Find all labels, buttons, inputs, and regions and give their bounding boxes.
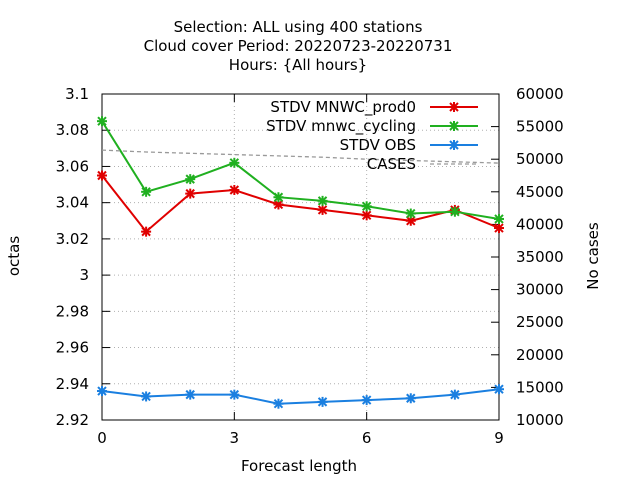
y-tick-label: 3.08 bbox=[56, 121, 89, 139]
y-tick-label: 2.98 bbox=[56, 302, 89, 320]
data-point-stdv-mnwc-cycling bbox=[494, 213, 504, 224]
y-tick-label: 2.96 bbox=[56, 339, 89, 357]
data-point-stdv-mnwc-prod0 bbox=[361, 210, 372, 221]
x-tick-label: 6 bbox=[362, 429, 372, 447]
chart-title-line: Selection: ALL using 400 stations bbox=[174, 18, 423, 36]
data-point-stdv-mnwc-prod0 bbox=[185, 188, 196, 199]
y2-tick-label: 10000 bbox=[516, 411, 564, 429]
data-point-stdv-obs bbox=[361, 395, 372, 406]
series-line-cases bbox=[101, 149, 500, 164]
y2-tick-label: 30000 bbox=[516, 281, 564, 299]
y-tick-label: 3.04 bbox=[56, 194, 89, 212]
y2-tick-label: 50000 bbox=[516, 150, 564, 168]
data-point-stdv-mnwc-cycling bbox=[361, 201, 372, 212]
data-point-stdv-obs bbox=[494, 384, 504, 395]
plot-frame bbox=[101, 93, 500, 421]
x-tick-label: 9 bbox=[494, 429, 504, 447]
y-tick-label: 2.94 bbox=[56, 375, 89, 393]
data-point-stdv-mnwc-cycling bbox=[141, 186, 152, 197]
legend-label-stdv-mnwc-prod0: STDV MNWC_prod0 bbox=[270, 98, 416, 117]
y-tick-label: 3.06 bbox=[56, 157, 89, 175]
data-point-stdv-mnwc-cycling bbox=[97, 116, 107, 127]
y2-tick-label: 35000 bbox=[516, 248, 564, 266]
y-tick-label: 3.02 bbox=[56, 230, 89, 248]
chart-title-line: Cloud cover Period: 20220723-20220731 bbox=[144, 37, 453, 55]
y-tick-label: 2.92 bbox=[56, 411, 89, 429]
data-point-stdv-mnwc-prod0 bbox=[141, 226, 152, 237]
data-point-stdv-mnwc-cycling bbox=[405, 208, 416, 219]
y2-tick-label: 25000 bbox=[516, 313, 564, 331]
y-tick-label: 3.1 bbox=[65, 85, 89, 103]
y2-tick-label: 15000 bbox=[516, 378, 564, 396]
data-point-stdv-mnwc-cycling bbox=[317, 195, 328, 206]
data-point-stdv-mnwc-prod0 bbox=[494, 223, 504, 234]
data-point-stdv-mnwc-cycling bbox=[185, 174, 196, 185]
data-point-stdv-mnwc-prod0 bbox=[97, 170, 107, 181]
data-point-stdv-mnwc-cycling bbox=[449, 206, 460, 217]
data-point-stdv-obs bbox=[97, 386, 107, 397]
data-point-stdv-obs bbox=[229, 389, 240, 400]
chart-title-line: Hours: {All hours} bbox=[229, 56, 367, 74]
legend-label-stdv-mnwc-cycling: STDV mnwc_cycling bbox=[266, 117, 416, 136]
series-line-stdv-obs bbox=[101, 388, 500, 405]
data-point-stdv-mnwc-prod0 bbox=[229, 184, 240, 195]
data-point-stdv-obs bbox=[273, 398, 284, 409]
data-point-stdv-obs bbox=[141, 391, 152, 402]
y2-tick-label: 55000 bbox=[516, 118, 564, 136]
data-point-stdv-obs bbox=[317, 396, 328, 407]
legend-marker-stdv-obs bbox=[449, 140, 459, 150]
x-axis-label: Forecast length bbox=[241, 457, 357, 475]
series-line-stdv-mnwc-cycling bbox=[101, 120, 500, 220]
data-point-stdv-mnwc-cycling bbox=[273, 192, 284, 203]
x-tick-label: 3 bbox=[230, 429, 240, 447]
data-point-stdv-obs bbox=[449, 389, 460, 400]
data-point-stdv-mnwc-cycling bbox=[229, 157, 240, 168]
y2-tick-label: 20000 bbox=[516, 346, 564, 364]
series-line-stdv-mnwc-prod0 bbox=[101, 174, 500, 234]
data-point-stdv-mnwc-prod0 bbox=[317, 204, 328, 215]
legend-label-cases: CASES bbox=[367, 155, 416, 173]
y-tick-label: 3 bbox=[79, 266, 89, 284]
data-point-stdv-obs bbox=[405, 393, 416, 404]
legend-marker-stdv-mnwc-cycling bbox=[449, 121, 459, 131]
y2-tick-label: 45000 bbox=[516, 183, 564, 201]
y-axis-label: octas bbox=[5, 236, 23, 276]
y2-tick-label: 60000 bbox=[516, 85, 564, 103]
y2-axis-label: No cases bbox=[584, 222, 602, 290]
legend-label-stdv-obs: STDV OBS bbox=[340, 136, 416, 154]
legend-marker-stdv-mnwc-prod0 bbox=[449, 102, 459, 112]
x-tick-label: 0 bbox=[97, 429, 107, 447]
y2-tick-label: 40000 bbox=[516, 215, 564, 233]
data-point-stdv-obs bbox=[185, 389, 196, 400]
